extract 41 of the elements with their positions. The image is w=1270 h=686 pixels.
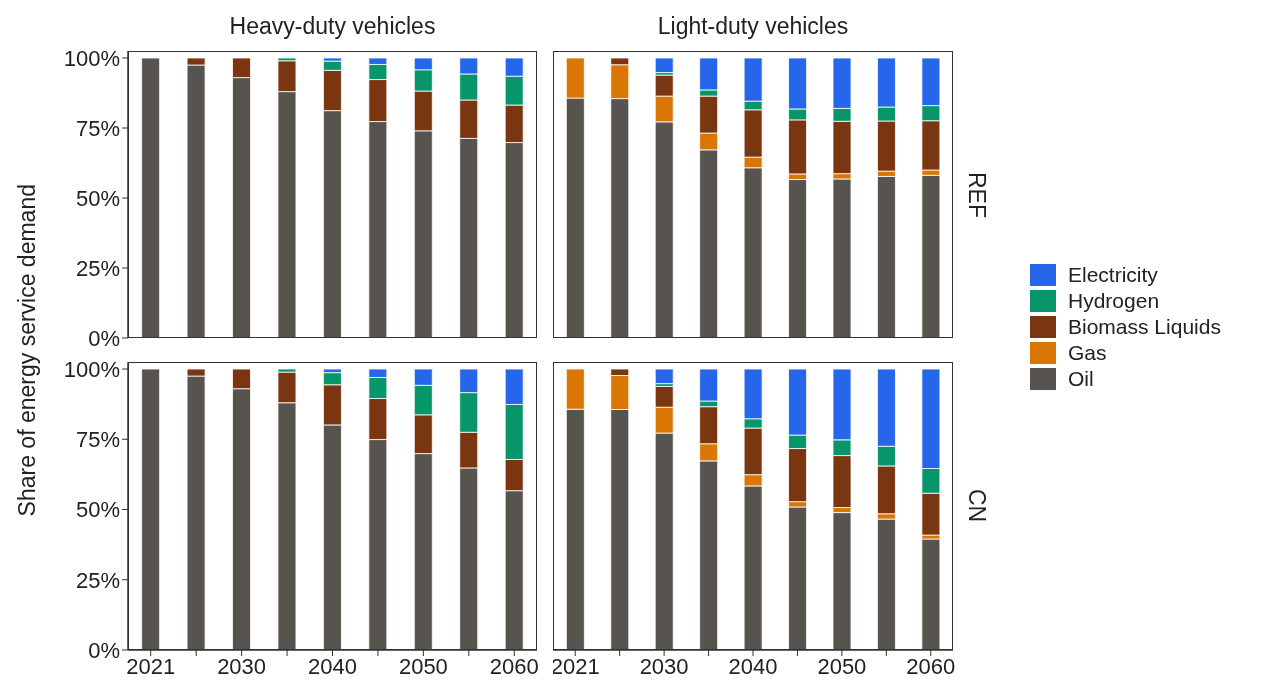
y-tick-label: 100% [63,45,120,71]
y-tick-label: 50% [75,497,120,523]
x-tick-label: 2040 [728,653,778,679]
legend-label: Oil [1068,367,1094,391]
x-tick-label: 2040 [308,653,357,679]
x-tick-label: 2030 [639,653,689,679]
y-tick-label: 100% [63,356,120,382]
legend-label: Gas [1068,341,1107,365]
bar [141,368,161,650]
x-tick-label: 2060 [489,653,539,679]
y-axis-title: Share of energy service demand [13,184,41,517]
y-tick-label: 0% [88,637,120,663]
x-tick-label: 2050 [398,653,448,679]
y-tick-label: 25% [75,255,120,281]
bar [832,512,852,650]
x-tick-label: 2050 [817,653,867,679]
chart-title: Light-duty vehicles [656,13,850,40]
bar [921,538,941,650]
bar [141,57,161,338]
text: CN [962,489,990,523]
bar [654,368,674,385]
legend-label: Hydrogen [1068,289,1160,313]
x-tick-label: 2021 [126,653,176,679]
bar [788,179,807,338]
x-tick-label: 2060 [906,653,956,679]
y-tick-label: 25% [75,567,120,593]
legend-label: Biomass Liquids [1068,315,1221,339]
bar [788,506,807,650]
bar [877,518,896,650]
y-tick-label: 75% [75,427,120,453]
chart-title: Heavy-duty vehicles [228,13,437,40]
y-tick-label: 75% [75,115,120,141]
bar [921,174,941,338]
bar [654,57,674,73]
x-tick-label: 2030 [217,653,267,679]
legend-label: Electricity [1068,263,1158,287]
text: REF [962,171,990,218]
bar [832,178,852,338]
bar [877,176,896,338]
y-tick-label: 50% [75,185,120,211]
y-tick-label: 0% [88,325,120,351]
